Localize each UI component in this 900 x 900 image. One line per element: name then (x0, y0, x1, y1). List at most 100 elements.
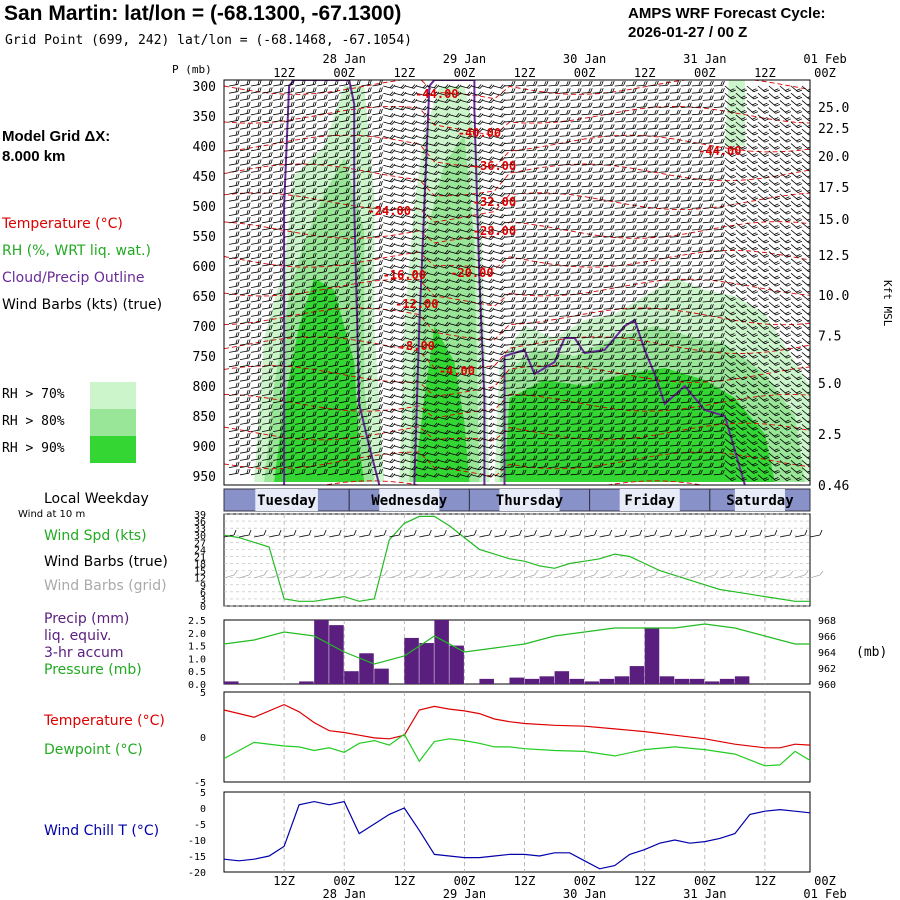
wind-barb-stroke (757, 215, 770, 222)
wind-barb (603, 282, 615, 288)
wind-barb-stroke (250, 123, 262, 130)
wind-barb (790, 164, 803, 172)
wind-barb (284, 209, 295, 216)
wind-barb (482, 249, 495, 255)
wind-barb (757, 222, 770, 229)
wind-barb-stroke (228, 267, 240, 274)
wind-barb (526, 152, 538, 159)
wind-barb-stroke (493, 242, 506, 248)
wind-barb (592, 224, 604, 231)
wind-barb-stroke (790, 258, 803, 265)
wind-barb-stroke (405, 221, 418, 226)
wind-barb (471, 213, 484, 219)
wind-barb-stroke (636, 160, 648, 166)
wind-barb (416, 185, 429, 190)
wind-barb-stroke (228, 188, 240, 195)
wind-barb (603, 116, 615, 123)
wind-barb (559, 260, 571, 267)
wind-barb-stroke (746, 186, 759, 193)
wind-barb (350, 87, 361, 94)
wind-barb-stroke (328, 180, 339, 188)
wind-barb-stroke (768, 107, 781, 114)
wind-barb (537, 188, 549, 195)
wind-barb (449, 156, 462, 161)
wind-barb (284, 260, 295, 267)
wind-barb-stroke (680, 203, 692, 209)
wind-barb (515, 260, 527, 267)
wind-barb-stroke (372, 260, 383, 267)
wind-barb-stroke (669, 131, 681, 137)
wind-barb-stroke (614, 203, 626, 209)
wind-barb-stroke (735, 236, 748, 244)
legend-dewpoint: Dewpoint (°C) (44, 742, 143, 758)
wind-barb (537, 260, 549, 267)
wind-barb (273, 144, 284, 152)
wind-barb-stroke (350, 144, 361, 152)
wind-barb (228, 296, 240, 303)
wind-barb-stroke (339, 188, 350, 195)
wind-barb-stroke (372, 252, 383, 260)
wind-barb (350, 144, 361, 152)
wind-barb (768, 128, 781, 136)
wind-barb-stroke (239, 137, 251, 144)
wind-barb (361, 231, 372, 238)
wind-barb-stroke (702, 210, 714, 216)
wind-barb (250, 137, 262, 144)
wind-barb (746, 258, 759, 265)
wind-barb-stroke (493, 213, 506, 219)
wind-barb (724, 251, 737, 258)
wind-barb (317, 245, 328, 252)
wind-barb-stroke (394, 264, 407, 269)
wind-barb-stroke (592, 217, 604, 224)
wind-barb-stroke (691, 167, 703, 173)
wind-barb (460, 91, 473, 96)
wind-barb (250, 353, 262, 360)
wind-barb-stroke (328, 130, 339, 137)
wind-barb (603, 181, 615, 188)
wind-barb (570, 160, 582, 166)
wind-barb (284, 231, 295, 238)
wind-barb (614, 196, 626, 202)
wind-barb (339, 188, 350, 195)
legend-wind-barbs: Wind Barbs (kts) (true) (2, 297, 163, 313)
wind-barb-stroke (515, 253, 527, 260)
wind-barb-stroke (372, 144, 383, 152)
wind-barb-stroke (482, 199, 495, 204)
wind-barb-stroke (636, 289, 648, 296)
wind-barb (262, 101, 273, 108)
wind-barb (372, 195, 383, 202)
wind-barb-stroke (526, 289, 538, 296)
wind-barb (603, 289, 615, 296)
wind-barb-stroke (636, 224, 648, 231)
wind-barb-stroke (372, 188, 383, 195)
wind-barb-stroke (790, 85, 803, 93)
wind-barb-stroke (603, 196, 615, 202)
wind-barb (636, 95, 648, 101)
wind-barb-stroke (460, 271, 473, 276)
wind-barb-stroke (273, 188, 284, 195)
wind-barb (746, 215, 759, 222)
wind-barb-stroke (713, 160, 725, 166)
wind-barb (482, 91, 495, 96)
wind-barb (438, 177, 451, 183)
wind-barb (328, 166, 339, 173)
wind-barb-stroke (779, 179, 792, 186)
wind-barb (273, 245, 284, 252)
wind-barb-stroke (350, 130, 361, 137)
wind-barb (438, 127, 451, 132)
wind-barb (471, 127, 484, 132)
wind-barb-stroke (790, 172, 803, 179)
wind-barb (735, 172, 748, 179)
wind-barb-stroke (460, 221, 473, 226)
wind-barb (658, 88, 670, 94)
wind-barb (295, 195, 306, 202)
wind-barb (581, 138, 593, 144)
wind-barb (284, 137, 295, 144)
wind-barb-stroke (372, 108, 383, 116)
wind-barb (239, 411, 251, 418)
wind-barb-stroke (691, 239, 703, 245)
wind-barb-stroke (603, 210, 615, 216)
wind-barb-stroke (735, 100, 748, 107)
wind-barb (746, 172, 759, 179)
wind-barb-stroke (306, 252, 317, 260)
